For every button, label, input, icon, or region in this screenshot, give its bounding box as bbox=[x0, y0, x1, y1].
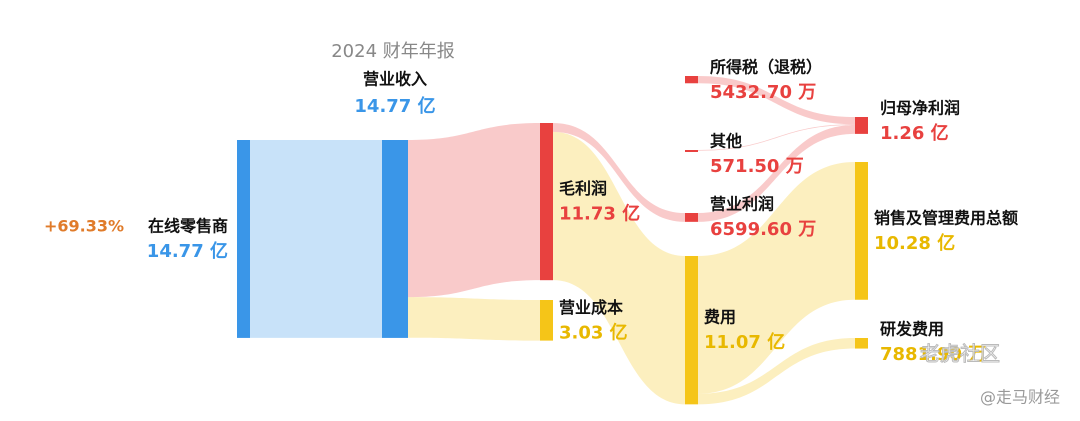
node-bar bbox=[855, 117, 868, 134]
node-name: 归母净利润 bbox=[880, 99, 960, 118]
node-name: 其他 bbox=[710, 132, 742, 151]
node-value: 14.77 亿 bbox=[147, 240, 228, 262]
link bbox=[553, 123, 685, 222]
links bbox=[250, 76, 855, 405]
node-bar bbox=[540, 123, 553, 281]
chart-title: 2024 财年年报 bbox=[331, 41, 455, 62]
node-bar bbox=[540, 300, 553, 341]
watermark: @走马财经 bbox=[980, 388, 1060, 407]
node-name: 所得税（退税） bbox=[710, 58, 822, 77]
node-bar bbox=[855, 338, 868, 349]
link bbox=[408, 123, 540, 298]
node-value: 6599.60 万 bbox=[710, 219, 816, 240]
node-value: 11.73 亿 bbox=[559, 203, 640, 225]
node-bar bbox=[237, 140, 250, 338]
link bbox=[698, 76, 855, 125]
nodes bbox=[237, 76, 868, 405]
node-name: 在线零售商 bbox=[148, 216, 228, 235]
link bbox=[698, 162, 855, 394]
link bbox=[553, 131, 685, 405]
link bbox=[408, 297, 540, 341]
link bbox=[698, 338, 855, 405]
node-bar bbox=[685, 213, 698, 222]
node-name: 毛利润 bbox=[559, 179, 607, 198]
node-value: 1.26 亿 bbox=[880, 122, 949, 144]
node-name: 费用 bbox=[704, 308, 736, 327]
node-bar bbox=[855, 162, 868, 300]
node-bar bbox=[685, 150, 698, 152]
node-name: 销售及管理费用总额 bbox=[874, 208, 1018, 227]
node-name: 研发费用 bbox=[880, 320, 944, 339]
link bbox=[698, 124, 855, 151]
node-value: 3.03 亿 bbox=[559, 321, 628, 343]
change-label: +69.33% bbox=[44, 216, 124, 235]
node-bar bbox=[382, 140, 408, 338]
node-name: 营业利润 bbox=[710, 195, 774, 214]
node-value: 7881.90 万 bbox=[880, 344, 986, 365]
node-value: 14.77 亿 bbox=[354, 95, 435, 117]
node-bar bbox=[685, 256, 698, 405]
link bbox=[250, 140, 382, 338]
node-value: 10.28 亿 bbox=[874, 232, 955, 254]
node-value: 5432.70 万 bbox=[710, 82, 816, 103]
node-name: 营业成本 bbox=[559, 298, 623, 317]
watermark: 老虎社区 bbox=[920, 342, 1000, 366]
node-name: 营业收入 bbox=[363, 70, 427, 89]
node-value: 571.50 万 bbox=[710, 156, 804, 177]
node-value: 11.07 亿 bbox=[704, 331, 785, 353]
node-bar bbox=[685, 76, 698, 84]
link bbox=[698, 125, 855, 222]
